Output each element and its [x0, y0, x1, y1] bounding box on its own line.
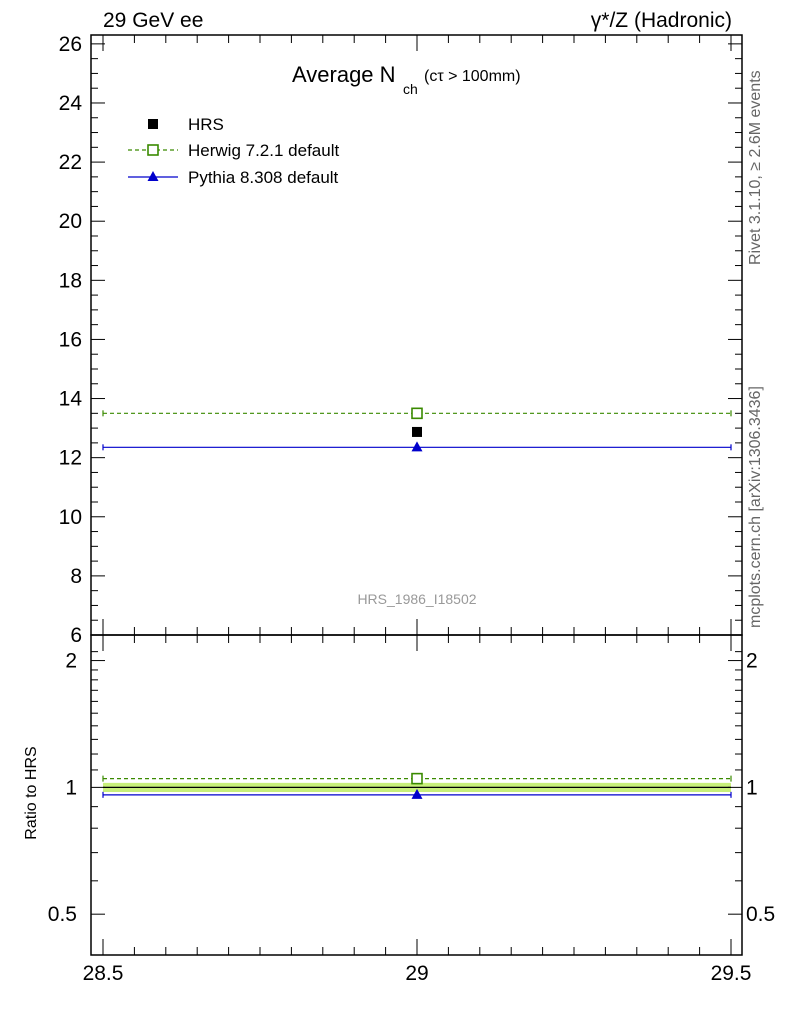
ratio-ylabel: Ratio to HRS — [23, 746, 40, 839]
main-y-axis: 6 8 10 12 14 16 18 20 22 24 26 — [59, 33, 742, 647]
legend-label: Pythia 8.308 default — [188, 168, 339, 187]
chart-title-cond: (cτ > 100mm) — [424, 68, 521, 85]
x-tick-label: 28.5 — [83, 962, 124, 985]
ratio-y-tick-label: 2 — [65, 650, 77, 673]
legend-label: Herwig 7.2.1 default — [188, 141, 339, 160]
chart-title-sub: ch — [403, 81, 418, 97]
ratio-series-marker — [411, 788, 423, 799]
mcplots-label: mcplots.cern.ch [arXiv:1306.3436] — [747, 386, 764, 628]
main-y-tick-label: 22 — [59, 151, 82, 174]
rivet-version-label: Rivet 3.1.10, ≥ 2.6M events — [747, 70, 764, 265]
main-y-tick-label: 6 — [70, 624, 82, 647]
series-marker — [411, 441, 423, 452]
main-y-tick-label: 16 — [59, 328, 82, 351]
ratio-y-tick-label-right: 2 — [746, 650, 758, 673]
reference-label: HRS_1986_I18502 — [357, 591, 476, 607]
ratio-y-axis: 0.5 0.5 1 1 2 2 — [48, 650, 775, 956]
x-tick-label: 29.5 — [711, 962, 752, 985]
x-tick-label: 29 — [405, 962, 428, 985]
main-y-tick-label: 18 — [59, 269, 82, 292]
chart-title-main: Average N — [292, 62, 396, 87]
main-y-tick-label: 10 — [59, 506, 82, 529]
ratio-series-group — [102, 772, 732, 799]
ratio-series-marker — [411, 772, 423, 785]
ratio-y-tick-label: 1 — [65, 776, 77, 799]
main-y-tick-label: 26 — [59, 33, 82, 56]
legend-marker — [147, 171, 159, 181]
legend-marker — [147, 144, 159, 156]
main-y-tick-label: 12 — [59, 447, 82, 470]
chart-title: Average N ch (cτ > 100mm) — [292, 62, 521, 97]
series-marker — [411, 407, 423, 420]
ratio-y-tick-label: 0.5 — [48, 903, 77, 926]
header-left: 29 GeV ee — [103, 9, 203, 32]
main-y-tick-label: 24 — [59, 92, 83, 115]
legend-marker-hrs — [148, 119, 158, 129]
main-series-group — [102, 407, 732, 452]
ratio-y-tick-label-right: 0.5 — [746, 903, 775, 926]
legend-label: HRS — [188, 115, 224, 134]
hrs-data-point — [412, 426, 422, 437]
main-y-tick-label: 14 — [59, 388, 83, 411]
main-y-tick-label: 8 — [70, 565, 82, 588]
header-right: γ*/Z (Hadronic) — [591, 9, 732, 32]
main-y-tick-label: 20 — [59, 210, 82, 233]
legend: HRS Herwig 7.2.1 default Pythia 8.308 defa… — [128, 115, 339, 187]
x-axis: 28.5 29 29.5 — [83, 35, 752, 985]
ratio-y-tick-label-right: 1 — [746, 776, 758, 799]
